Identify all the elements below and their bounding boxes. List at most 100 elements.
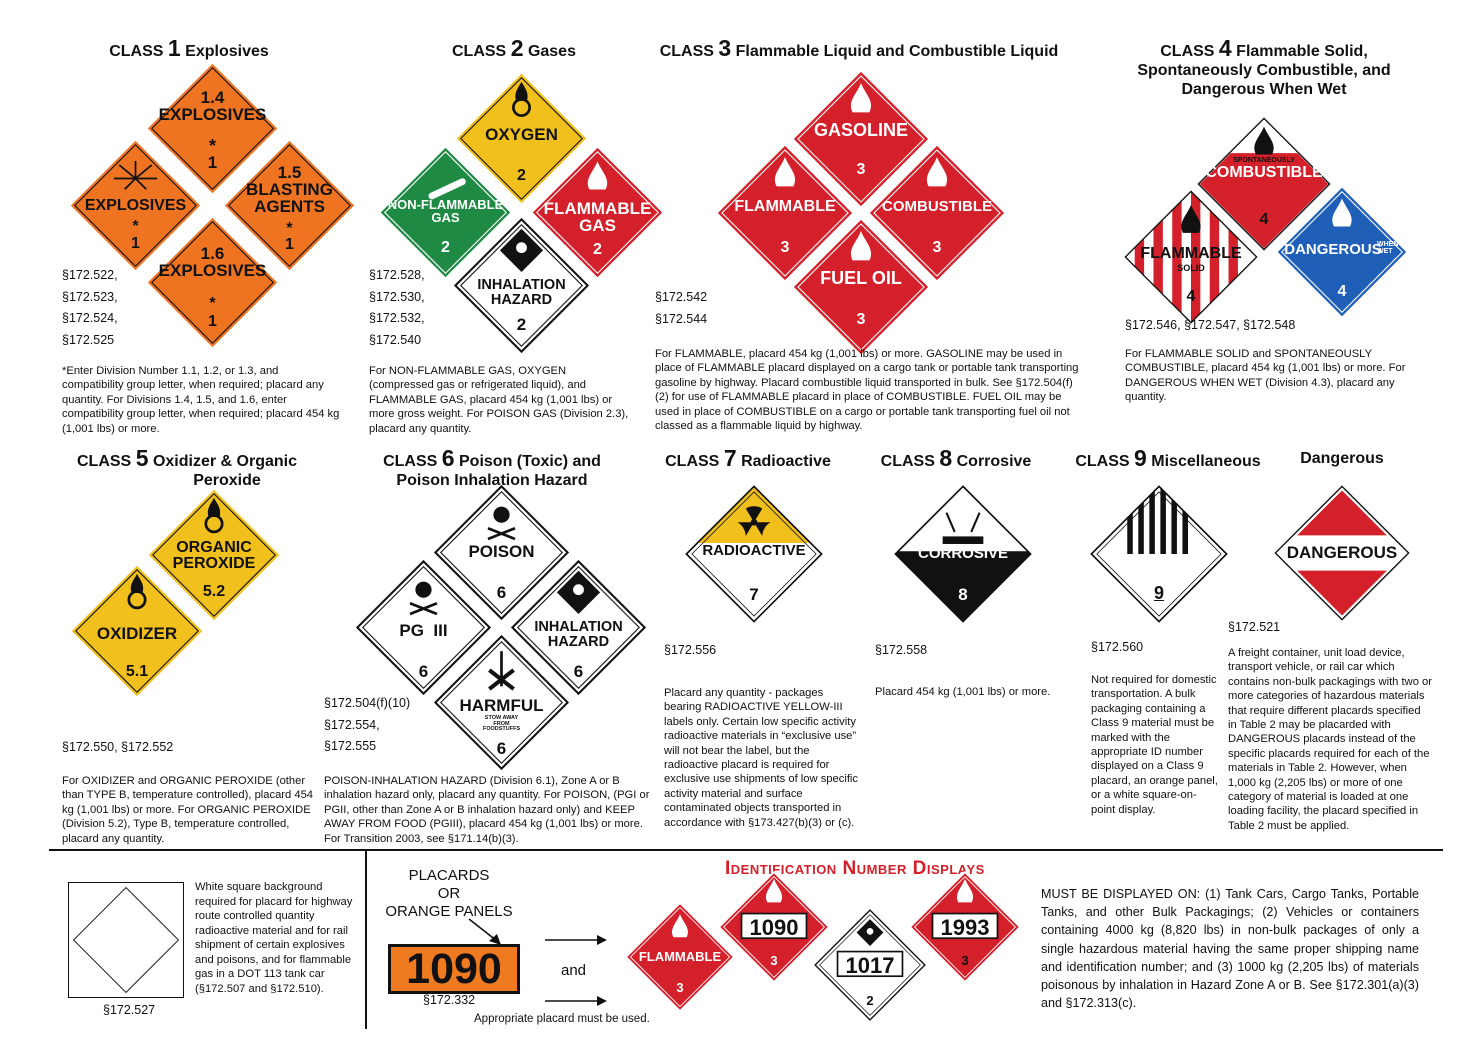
placard-poison: POISON 6 bbox=[433, 484, 570, 621]
placard-radioactive: RADIOACTIVE 7 bbox=[685, 485, 823, 623]
placard-label: FLAMMABLE bbox=[734, 198, 836, 215]
class9-citations: §172.560 bbox=[1091, 640, 1144, 654]
placard-label: DANGEROUS bbox=[1286, 543, 1398, 562]
white-square-citation: §172.527 bbox=[103, 1003, 156, 1017]
placard-spontaneously-combustible: SPONTANEOUSLY COMBUSTIBLE 4 bbox=[1196, 116, 1332, 252]
placard-gasoline: GASOLINE 3 bbox=[790, 68, 932, 210]
id-numbers-title: Identification Number Displays bbox=[725, 858, 985, 879]
placard-label: OXIDIZER bbox=[96, 624, 178, 643]
crossed-wheat-icon bbox=[488, 651, 515, 691]
flame-icon bbox=[956, 878, 974, 903]
placard-class-number: 8 bbox=[958, 585, 968, 604]
orange-panel-citation: §172.332 bbox=[423, 993, 476, 1007]
placard-dangerous-when-wet: DANGEROUS WHEN WET 4 bbox=[1274, 184, 1410, 320]
class3-title: CLASS 3 Flammable Liquid and Combustible… bbox=[659, 35, 1059, 61]
placard-diamond-shape bbox=[453, 217, 590, 354]
class4-citations: §172.546, §172.547, §172.548 bbox=[1125, 318, 1296, 332]
placard-label: DANGEROUS bbox=[1284, 241, 1382, 258]
arrow-icon bbox=[468, 918, 501, 945]
placard-small-label: WHEN WET bbox=[1377, 241, 1399, 255]
placard-class-number: 7 bbox=[749, 585, 759, 604]
class2-citations: §172.528, §172.530, §172.532, §172.540 bbox=[369, 268, 425, 347]
placard-diamond-shape bbox=[144, 60, 281, 197]
placard-label: OXYGEN bbox=[485, 125, 558, 144]
class4-description: For FLAMMABLE SOLID and SPONTANEOUSLY CO… bbox=[1125, 348, 1406, 404]
placard-flammable-solid: FLAMMABLE SOLID 4 bbox=[1124, 190, 1258, 324]
placard-class-number: 6 bbox=[418, 662, 429, 681]
corrosion-test-tubes-icon bbox=[942, 512, 984, 544]
flame-icon bbox=[765, 878, 783, 903]
placard-label: FLAMMABLE GAS bbox=[543, 199, 652, 235]
placard-diamond-shape bbox=[67, 137, 204, 274]
flame-icon bbox=[672, 914, 688, 938]
placard-class-number: 2 bbox=[441, 239, 450, 256]
placard-label: HARMFUL bbox=[459, 696, 544, 715]
flame-icon bbox=[850, 231, 872, 261]
class5-title: CLASS 5 Oxidizer & Organic Peroxide bbox=[77, 445, 297, 490]
skull-crossbones-icon bbox=[487, 506, 516, 541]
gas-cylinder-icon bbox=[428, 178, 466, 200]
placard-label: 1.5 BLASTING AGENTS bbox=[246, 163, 333, 216]
class6-citations: §172.504(f)(10) §172.554, §172.555 bbox=[324, 696, 411, 753]
placard-class-number: 2 bbox=[517, 167, 526, 184]
class8-citations: §172.558 bbox=[875, 643, 928, 657]
vertical-stripes-pattern bbox=[1127, 486, 1188, 554]
placard-corrosive: CORROSIVE 8 bbox=[894, 485, 1032, 623]
placard-label: GASOLINE bbox=[813, 120, 908, 140]
class8-description: Placard 454 kg (1,001 lbs) or more. bbox=[875, 686, 1051, 698]
placard-class-number: 3 bbox=[780, 239, 790, 256]
placard-label: INHALATION HAZARD bbox=[534, 619, 623, 650]
placard-label: 1.6 EXPLOSIVES bbox=[158, 244, 267, 280]
class1-title: CLASS 1 Explosives bbox=[109, 35, 269, 61]
class1-citations: §172.522, §172.523, §172.524, §172.525 bbox=[62, 268, 118, 347]
white-square-description: White square background required for pla… bbox=[195, 881, 353, 995]
class6-description: POISON-INHALATION HAZARD (Division 6.1),… bbox=[324, 775, 650, 845]
placard-label: 1.4 EXPLOSIVES bbox=[158, 88, 267, 124]
placard-diamond-shape bbox=[1090, 485, 1228, 623]
placard-explosives-burst: EXPLOSIVES * 1 bbox=[67, 137, 204, 274]
class2-title: CLASS 2 Gases bbox=[452, 35, 576, 61]
placard-label: PG III bbox=[399, 621, 448, 640]
skull-crossbones-icon bbox=[573, 584, 584, 596]
placard-class-number: 2 bbox=[593, 241, 602, 258]
class3-description: For FLAMMABLE, placard 454 kg (1,001 lbs… bbox=[655, 348, 1079, 433]
placard-id-1090: 1090 3 bbox=[717, 870, 831, 984]
white-square-background bbox=[68, 882, 184, 998]
placard-diamond-shape bbox=[72, 886, 180, 994]
placard-explosives-1-6: 1.6 EXPLOSIVES * 1 bbox=[144, 214, 281, 351]
placard-class-number: 4 bbox=[1259, 211, 1269, 228]
placard-diamond-shape bbox=[624, 901, 736, 1013]
placard-class-number: 2 bbox=[866, 993, 874, 1008]
placard-label: CORROSIVE bbox=[917, 545, 1008, 562]
placard-diamond-shape bbox=[894, 485, 1032, 623]
flame-icon bbox=[850, 83, 872, 113]
striped-pattern bbox=[1134, 191, 1238, 323]
placard-id-flammable: FLAMMABLE 3 bbox=[624, 901, 736, 1013]
placard-class-number: 3 bbox=[932, 239, 942, 256]
class2-description: For NON-FLAMMABLE GAS, OXYGEN (compresse… bbox=[369, 365, 629, 435]
flame-icon bbox=[926, 157, 948, 187]
placard-diamond-shape bbox=[814, 909, 926, 1021]
dangerous-citations: §172.521 bbox=[1228, 620, 1281, 634]
skull-crossbones-icon bbox=[866, 928, 874, 935]
placard-class-number: 3 bbox=[770, 953, 778, 968]
placard-non-flammable-gas: NON-FLAMMABLE GAS 2 bbox=[377, 144, 514, 281]
class1-description: *Enter Division Number 1.1, 1.2, or 1.3,… bbox=[62, 365, 340, 435]
flame-over-circle-icon bbox=[512, 81, 531, 117]
placard-diamond-shape bbox=[433, 634, 570, 771]
placard-diamond-shape bbox=[1274, 184, 1410, 320]
placard-class-number: 4 bbox=[1337, 283, 1347, 300]
placard-combustible: COMBUSTIBLE 3 bbox=[866, 142, 1008, 284]
flame-over-circle-icon bbox=[204, 497, 224, 534]
placard-explosives-1-4: 1.4 EXPLOSIVES * 1 bbox=[144, 60, 281, 197]
placard-diamond-shape bbox=[68, 562, 206, 700]
placard-diamond-shape bbox=[355, 559, 492, 696]
class7-title: CLASS 7 Radioactive bbox=[665, 445, 831, 471]
placard-small-label: STOW AWAY FROM FOODSTUFFS bbox=[482, 715, 521, 732]
placard-diamond-shape bbox=[221, 137, 358, 274]
placard-fuel-oil: FUEL OIL 3 bbox=[790, 216, 932, 358]
placard-class-number: 9 bbox=[1153, 583, 1164, 603]
placard-flammable-gas: FLAMMABLE GAS 2 bbox=[529, 144, 666, 281]
placard-class-number: 3 bbox=[961, 953, 969, 968]
placard-blasting-agents: 1.5 BLASTING AGENTS * 1 bbox=[221, 137, 358, 274]
